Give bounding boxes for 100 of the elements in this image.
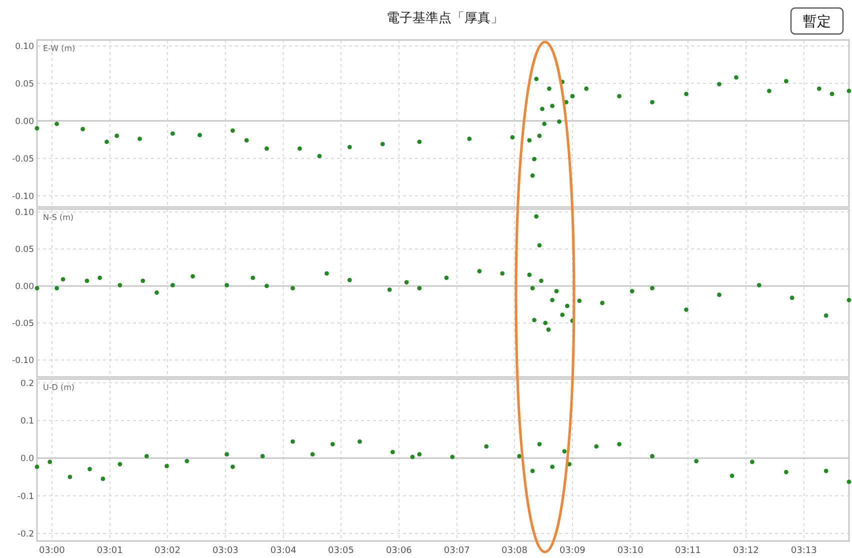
point (565, 304, 570, 308)
x-tick-label: 03:07 (444, 546, 470, 556)
y-tick-label: -0.1 (17, 492, 34, 502)
point (550, 464, 555, 469)
y-tick-label: -0.05 (12, 318, 34, 329)
point (264, 284, 269, 288)
point (444, 276, 449, 280)
x-tick-label: 03:06 (386, 546, 412, 556)
x-tick-label: 03:11 (675, 546, 701, 556)
point (417, 286, 422, 290)
y-tick-label: 0.10 (15, 42, 34, 52)
y-tick-label: 0.00 (15, 116, 34, 127)
point (510, 135, 515, 140)
point (530, 468, 535, 474)
y-axis-title: U-D (m) (43, 383, 74, 392)
point (750, 460, 754, 464)
point (546, 327, 551, 332)
point (600, 300, 604, 306)
x-tick-label: 03:13 (790, 546, 817, 556)
point (84, 278, 90, 283)
point (650, 454, 654, 458)
point (562, 449, 567, 454)
x-tick-label: 03:05 (328, 546, 354, 556)
point (546, 86, 552, 91)
point (532, 156, 536, 162)
point (650, 100, 654, 104)
point (138, 136, 142, 142)
point (34, 126, 40, 131)
point (543, 320, 548, 326)
point (114, 134, 120, 138)
point (766, 88, 772, 94)
point (88, 466, 92, 472)
point (467, 136, 472, 142)
point (260, 454, 265, 458)
chart-title: 電子基準点「厚真」 (386, 11, 504, 26)
point (540, 106, 544, 112)
point (517, 454, 522, 458)
point (347, 278, 352, 282)
point (550, 104, 555, 108)
point (684, 92, 688, 96)
x-tick-label: 03:10 (617, 546, 644, 556)
point (290, 439, 295, 444)
point (250, 276, 256, 280)
point (784, 470, 788, 474)
point (230, 464, 235, 469)
point (390, 450, 395, 454)
point (527, 272, 532, 278)
point (790, 296, 794, 300)
point (358, 439, 362, 444)
x-tick-label: 03:03 (212, 546, 238, 556)
point (224, 452, 230, 457)
y-axis-title: N-S (m) (43, 213, 74, 222)
point (140, 278, 146, 283)
point (534, 214, 539, 219)
point (530, 173, 535, 178)
point (734, 75, 738, 80)
point (450, 454, 455, 460)
point (144, 454, 149, 458)
point (756, 283, 762, 288)
x-tick-label: 03:00 (38, 546, 66, 556)
point (846, 480, 852, 484)
point (118, 283, 122, 288)
x-tick-label: 03:08 (502, 546, 528, 556)
point (190, 274, 196, 279)
y-tick-label: 0.05 (15, 244, 34, 255)
y-tick-label: 0.00 (15, 282, 34, 292)
point (500, 271, 505, 276)
y-tick-label: -0.10 (12, 356, 34, 366)
x-tick-label: 03:04 (270, 546, 297, 556)
point (570, 94, 575, 98)
y-axis-title: E-W (m) (43, 44, 76, 53)
point (417, 140, 422, 144)
point (717, 292, 722, 298)
point (560, 312, 565, 318)
point (534, 76, 539, 82)
x-tick-label: 03:01 (96, 546, 123, 556)
point (297, 146, 302, 151)
point (537, 442, 542, 446)
point (824, 468, 828, 474)
point (104, 140, 109, 144)
x-tick-label: 03:02 (154, 546, 180, 556)
point (230, 128, 235, 133)
point (730, 474, 734, 478)
point (584, 86, 589, 91)
point (34, 464, 40, 469)
point (530, 286, 535, 290)
point (650, 286, 654, 290)
point (537, 134, 542, 138)
point (846, 88, 852, 94)
point (224, 283, 230, 288)
point (170, 283, 175, 288)
y-tick-label: 0.10 (15, 208, 34, 218)
point (244, 138, 249, 143)
point (594, 444, 599, 449)
point (550, 298, 555, 302)
point (34, 286, 40, 290)
point (347, 144, 352, 150)
point (694, 458, 699, 464)
point (554, 288, 559, 294)
x-tick-label: 03:09 (559, 546, 586, 556)
